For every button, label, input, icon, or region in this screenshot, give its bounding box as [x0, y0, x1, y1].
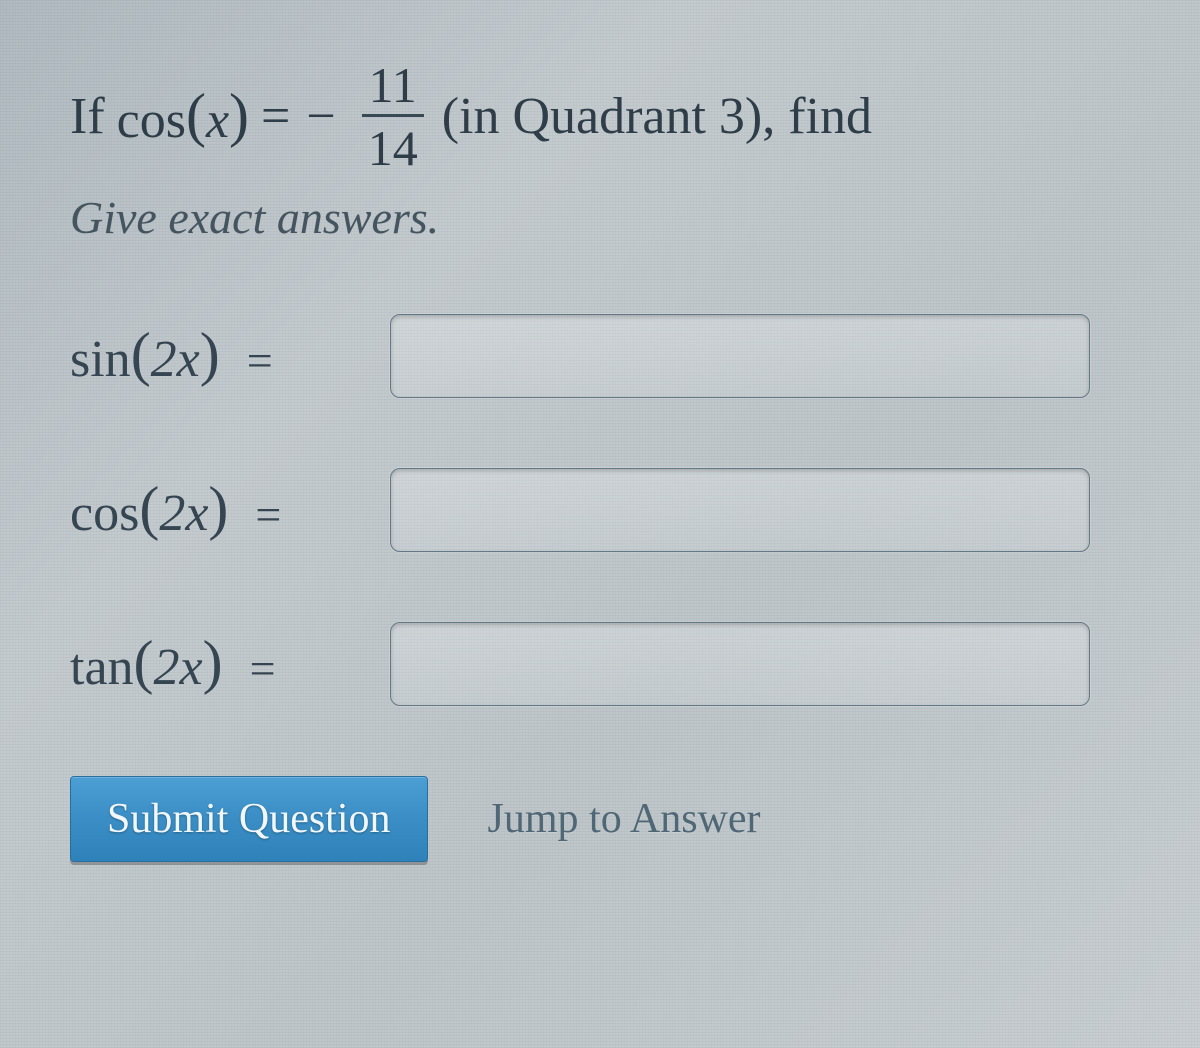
- cos-2x-input[interactable]: [390, 468, 1090, 552]
- arg-sin: 2x: [151, 331, 200, 388]
- lhs-func: cos: [117, 92, 186, 149]
- equals: =: [255, 489, 281, 540]
- lhs-cos: cos(2x) =: [70, 476, 390, 545]
- question-container: If cos(x) = − 11 14 (in Quadrant 3), fin…: [0, 0, 1200, 862]
- answer-row-cos: cos(2x) =: [70, 468, 1130, 552]
- open-paren: (: [134, 629, 154, 695]
- close-paren: ): [200, 321, 220, 387]
- open-paren: (: [186, 82, 206, 148]
- fraction-denominator: 14: [362, 114, 424, 173]
- lhs-tan: tan(2x) =: [70, 630, 390, 699]
- func-tan: tan: [70, 639, 134, 696]
- equals: =: [247, 335, 273, 386]
- problem-lhs: cos(x): [117, 78, 249, 156]
- equals: =: [250, 643, 276, 694]
- minus-sign: −: [306, 83, 335, 151]
- instruction-text: Give exact answers.: [70, 191, 1130, 244]
- problem-statement: If cos(x) = − 11 14 (in Quadrant 3), fin…: [70, 60, 1130, 173]
- equals-sign: =: [261, 83, 290, 151]
- jump-to-answer-link[interactable]: Jump to Answer: [488, 795, 761, 843]
- close-paren: ): [203, 629, 223, 695]
- fraction: 11 14: [362, 60, 424, 173]
- func-cos: cos: [70, 485, 139, 542]
- lhs-sin: sin(2x) =: [70, 322, 390, 391]
- submit-button[interactable]: Submit Question: [70, 776, 428, 862]
- problem-suffix: (in Quadrant 3), find: [442, 83, 872, 151]
- fraction-numerator: 11: [363, 60, 423, 114]
- func-sin: sin: [70, 331, 131, 388]
- answer-row-sin: sin(2x) =: [70, 314, 1130, 398]
- sin-2x-input[interactable]: [390, 314, 1090, 398]
- close-paren: ): [208, 475, 228, 541]
- lhs-arg: x: [206, 92, 229, 149]
- answer-row-tan: tan(2x) =: [70, 622, 1130, 706]
- tan-2x-input[interactable]: [390, 622, 1090, 706]
- answers-section: sin(2x) = cos(2x) = tan(2x) =: [70, 314, 1130, 706]
- actions-row: Submit Question Jump to Answer: [70, 776, 1130, 862]
- open-paren: (: [139, 475, 159, 541]
- close-paren: ): [229, 82, 249, 148]
- arg-cos: 2x: [159, 485, 208, 542]
- arg-tan: 2x: [154, 639, 203, 696]
- open-paren: (: [131, 321, 151, 387]
- problem-prefix: If: [70, 83, 105, 151]
